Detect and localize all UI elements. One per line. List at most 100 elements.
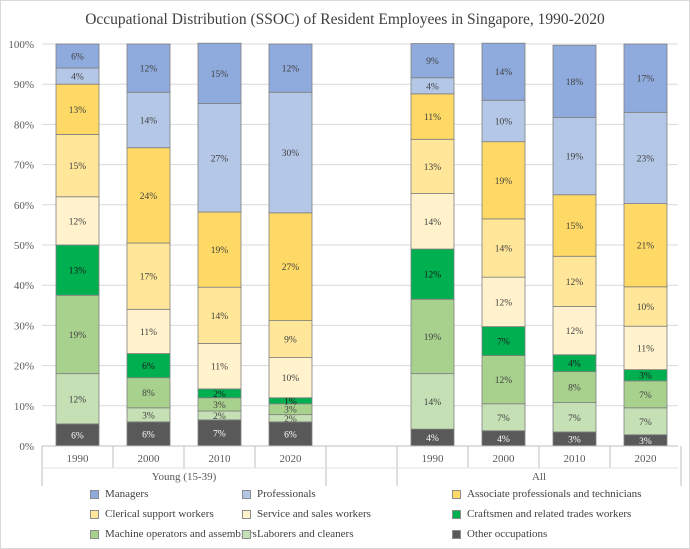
data-label: 3% bbox=[213, 401, 226, 411]
data-label: 23% bbox=[637, 154, 655, 164]
data-label: 10% bbox=[282, 374, 300, 384]
bar-segment bbox=[481, 42, 526, 101]
y-tick-label: 90% bbox=[14, 79, 34, 91]
x-group-label: All bbox=[532, 471, 546, 483]
y-tick-label: 40% bbox=[14, 280, 34, 292]
data-label: 13% bbox=[424, 163, 442, 173]
x-tick-label: 2010 bbox=[209, 453, 232, 465]
legend-swatch bbox=[452, 509, 461, 519]
data-label: 3% bbox=[284, 406, 297, 416]
bar-segment bbox=[126, 43, 171, 93]
legend-label: Laborers and cleaners bbox=[257, 528, 354, 540]
data-label: 2% bbox=[213, 390, 226, 400]
data-label: 17% bbox=[140, 273, 158, 283]
x-tick-label: 2020 bbox=[280, 453, 303, 465]
legend-label: Service and sales workers bbox=[257, 508, 371, 520]
data-label: 4% bbox=[71, 73, 84, 83]
data-label: 19% bbox=[495, 177, 513, 187]
data-label: 7% bbox=[213, 429, 226, 439]
bar-segment bbox=[552, 371, 597, 403]
data-label: 8% bbox=[568, 384, 581, 394]
x-tick-label: 2020 bbox=[635, 453, 658, 465]
legend-label: Craftsmen and related trades workers bbox=[467, 508, 632, 520]
data-label: 7% bbox=[639, 418, 652, 428]
data-label: 2% bbox=[213, 412, 226, 422]
x-group-label: Young (15-39) bbox=[152, 471, 217, 483]
legend-label: Clerical support workers bbox=[105, 508, 214, 520]
bar-segment bbox=[623, 380, 668, 409]
x-tick-label: 2000 bbox=[493, 453, 516, 465]
data-labels: 6% 12% 19% 13% 12% 15% 13% 4% 6% 6% 3% 8% 6% 11% 17% 24… bbox=[69, 53, 655, 447]
bar-segment bbox=[55, 134, 100, 198]
data-label: 19% bbox=[211, 246, 229, 256]
bar-segment bbox=[410, 248, 455, 300]
legend-swatch bbox=[242, 509, 251, 519]
y-tick-label: 20% bbox=[14, 361, 34, 373]
bar-segment bbox=[410, 138, 455, 194]
bar-segment bbox=[55, 373, 100, 425]
data-label: 17% bbox=[637, 75, 655, 85]
data-label: 19% bbox=[424, 333, 442, 343]
bar-segment bbox=[197, 286, 242, 344]
bar-segment bbox=[268, 320, 313, 358]
bar-segment bbox=[126, 421, 171, 447]
bar-segment bbox=[481, 218, 526, 278]
data-label: 15% bbox=[69, 162, 87, 172]
bar-segment bbox=[197, 343, 242, 390]
bar-segment bbox=[197, 211, 242, 288]
y-tick-label: 100% bbox=[8, 39, 34, 51]
y-tick-label: 80% bbox=[14, 119, 34, 131]
legend-item: Professionals bbox=[242, 488, 316, 500]
data-label: 13% bbox=[69, 267, 87, 277]
data-label: 1% bbox=[284, 397, 297, 407]
legend-label: Machine operators and assemblers bbox=[105, 528, 257, 540]
data-label: 11% bbox=[637, 344, 654, 354]
legend-swatch bbox=[90, 529, 99, 539]
data-label: 12% bbox=[495, 298, 513, 308]
bar-segment bbox=[481, 99, 526, 143]
data-label: 6% bbox=[71, 431, 84, 441]
data-label: 11% bbox=[211, 363, 228, 373]
bar-segment bbox=[126, 377, 171, 409]
data-label: 3% bbox=[639, 437, 652, 447]
data-label: 18% bbox=[566, 78, 584, 88]
legend-label: Managers bbox=[105, 488, 149, 500]
x-tick-label: 1990 bbox=[422, 453, 445, 465]
data-label: 14% bbox=[495, 68, 513, 78]
data-label: 15% bbox=[566, 222, 584, 232]
data-label: 21% bbox=[637, 242, 655, 252]
data-label: 9% bbox=[284, 336, 297, 346]
data-label: 3% bbox=[568, 435, 581, 445]
data-label: 6% bbox=[142, 362, 155, 372]
bar-segment bbox=[410, 93, 455, 140]
legend-label: Associate professionals and technicians bbox=[467, 488, 642, 500]
bar-segment bbox=[55, 244, 100, 296]
data-label: 7% bbox=[568, 414, 581, 424]
data-label: 12% bbox=[495, 376, 513, 386]
bar-segment bbox=[126, 308, 171, 354]
bar-segment bbox=[268, 212, 313, 321]
x-tick-label: 2000 bbox=[138, 453, 161, 465]
data-label: 12% bbox=[69, 395, 87, 405]
bar-segment bbox=[197, 103, 242, 213]
data-label: 19% bbox=[566, 153, 584, 163]
bar-segment bbox=[55, 294, 100, 375]
data-label: 7% bbox=[497, 414, 510, 424]
legend-label: Other occupations bbox=[467, 528, 548, 540]
bar-segment bbox=[623, 43, 668, 113]
bar-segment bbox=[126, 242, 171, 310]
legend-swatch bbox=[452, 489, 461, 499]
data-label: 7% bbox=[639, 391, 652, 401]
y-tick-label: 50% bbox=[14, 240, 34, 252]
data-label: 27% bbox=[282, 263, 300, 273]
bar-segment bbox=[552, 117, 597, 196]
data-label: 27% bbox=[211, 154, 229, 164]
data-label: 24% bbox=[140, 192, 158, 202]
bar-segment bbox=[55, 196, 100, 246]
legend-item: Managers bbox=[90, 488, 148, 500]
data-label: 14% bbox=[424, 218, 442, 228]
data-label: 6% bbox=[284, 430, 297, 440]
data-label: 14% bbox=[495, 245, 513, 255]
data-label: 12% bbox=[566, 327, 584, 337]
bar-segment bbox=[623, 111, 668, 204]
